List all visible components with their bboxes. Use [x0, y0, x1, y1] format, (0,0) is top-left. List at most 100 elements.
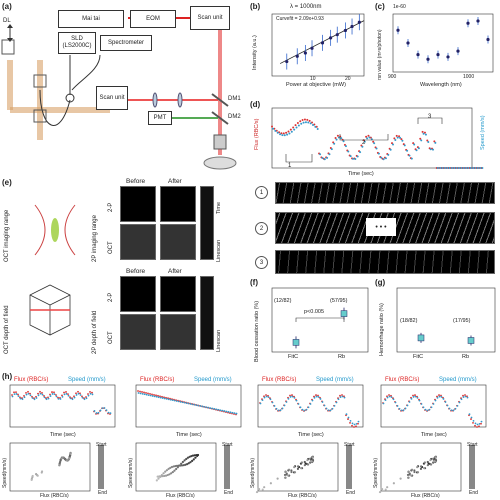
h-speed-point: [261, 399, 264, 402]
panel-d-speed-point: [342, 140, 345, 143]
panel-d-speed-point: [347, 150, 350, 153]
h-speed-point: [61, 395, 64, 398]
h-flux-point: [267, 394, 269, 397]
h-speed-point: [169, 398, 172, 401]
h-speed-point: [103, 407, 106, 409]
h-speed-point: [223, 410, 226, 412]
panel-label-h: (h): [2, 372, 13, 381]
panel-c-point: [476, 19, 480, 23]
h-scatter-point: [410, 468, 414, 471]
h-speed-point: [478, 422, 481, 425]
panel-d-speed-point: [349, 155, 352, 158]
h-speed-point: [221, 409, 224, 412]
panel-d-flux-point: [334, 136, 337, 139]
panel-b-xtick: 20: [345, 76, 351, 82]
h-speed-point: [171, 399, 174, 402]
panel-d-speed-point: [333, 142, 336, 145]
linescan-id-text: 1: [259, 189, 264, 196]
panel-d-speed-point: [295, 126, 298, 129]
h-speed-point: [141, 392, 144, 395]
panel-d-speed-point: [462, 167, 465, 169]
scan-unit-mid-box: Scan unit: [96, 86, 128, 110]
h-scatter-frame: [135, 442, 217, 492]
panel-d-speed-point: [380, 156, 383, 159]
h-flux-point: [63, 391, 65, 394]
h-flux-point: [61, 394, 63, 397]
h-scatter-point: [155, 479, 158, 482]
h-speed-point: [59, 398, 62, 400]
h3-start: Start: [344, 442, 355, 448]
h-speed-point: [420, 403, 423, 405]
h-speed-point: [432, 403, 435, 405]
h-speed-point: [357, 420, 360, 423]
panel-d-speed-point: [281, 134, 284, 137]
h-scatter-point: [407, 476, 410, 479]
h-speed-point: [107, 411, 110, 414]
h-speed-point: [480, 420, 483, 423]
h-speed-point: [31, 397, 34, 399]
h-speed-point: [187, 402, 190, 405]
h-scatter-point: [164, 470, 167, 473]
h3-scatter-y: Speed(mm/s): [250, 457, 256, 488]
h-scatter-point: [58, 461, 62, 464]
h-flux-point: [339, 394, 341, 397]
h-speed-point: [39, 392, 42, 395]
h-scatter-point: [60, 457, 63, 460]
h-speed-point: [382, 402, 385, 405]
h-timeseries-frame: [9, 384, 116, 428]
h-speed-point: [213, 408, 216, 410]
panel-d-speed-point: [363, 140, 366, 143]
h-speed-point: [265, 395, 268, 398]
h-scatter-point: [175, 464, 179, 467]
panel-d-speed-point: [394, 139, 397, 142]
h-speed-point: [339, 396, 342, 399]
panel-g-ann-right: (17/95): [453, 318, 471, 324]
h-scatter-point: [180, 462, 183, 465]
h-scatter-point: [186, 456, 190, 459]
h-flux-point: [11, 394, 13, 396]
h-speed-point: [227, 411, 230, 413]
panel-c-ylabel: rsn value (m⁴s/photon): [377, 29, 383, 80]
panel-d-flux-point: [287, 130, 290, 133]
h-scatter-point: [306, 458, 309, 462]
panel-d-speed-point: [455, 167, 458, 169]
panel-e-before-top: Before: [126, 178, 146, 185]
linescan-2-image: [275, 212, 495, 244]
panel-d-speed-point: [476, 167, 479, 169]
h-flux-point: [141, 391, 143, 393]
h-speed-point: [175, 400, 178, 402]
h-scatter-point: [189, 461, 192, 464]
h-speed-point: [412, 396, 415, 398]
h-flux-point: [470, 418, 472, 420]
panel-d-flux-point: [294, 124, 297, 127]
h-flux-point: [341, 394, 343, 396]
h4-end: End: [469, 490, 478, 496]
panel-d-flux-point: [282, 132, 285, 135]
h4-xlabel: Time (sec): [421, 432, 447, 438]
h-scatter-point: [408, 472, 411, 475]
h-speed-point: [416, 397, 419, 399]
h-speed-point: [400, 409, 403, 412]
h-scatter-point: [419, 467, 423, 471]
h-scatter-point: [378, 490, 382, 494]
panel-g-xtick: Rb: [462, 354, 470, 360]
h-scatter-point: [69, 452, 72, 455]
linescan-3-image: [275, 250, 495, 274]
panel-d-flux-point: [332, 141, 335, 144]
h-speed-point: [85, 397, 88, 400]
h-scatter-point: [426, 464, 429, 467]
h-scatter-point: [416, 466, 419, 469]
panel-d-speed-point: [344, 145, 347, 148]
h-flux-point: [13, 391, 15, 394]
h-speed-point: [476, 423, 479, 426]
h-speed-point: [91, 393, 94, 396]
linescan-id-2: 2: [255, 222, 268, 235]
h-scatter-point: [183, 459, 186, 462]
panel-b-point: [329, 36, 333, 40]
panel-label-a: (a): [2, 2, 12, 11]
panel-label-b: (b): [250, 2, 261, 11]
panel-d-speed-point: [427, 141, 430, 144]
h-speed-point: [69, 397, 72, 400]
panel-d-segment-2: 2: [362, 140, 366, 146]
h-flux-point: [43, 395, 45, 397]
